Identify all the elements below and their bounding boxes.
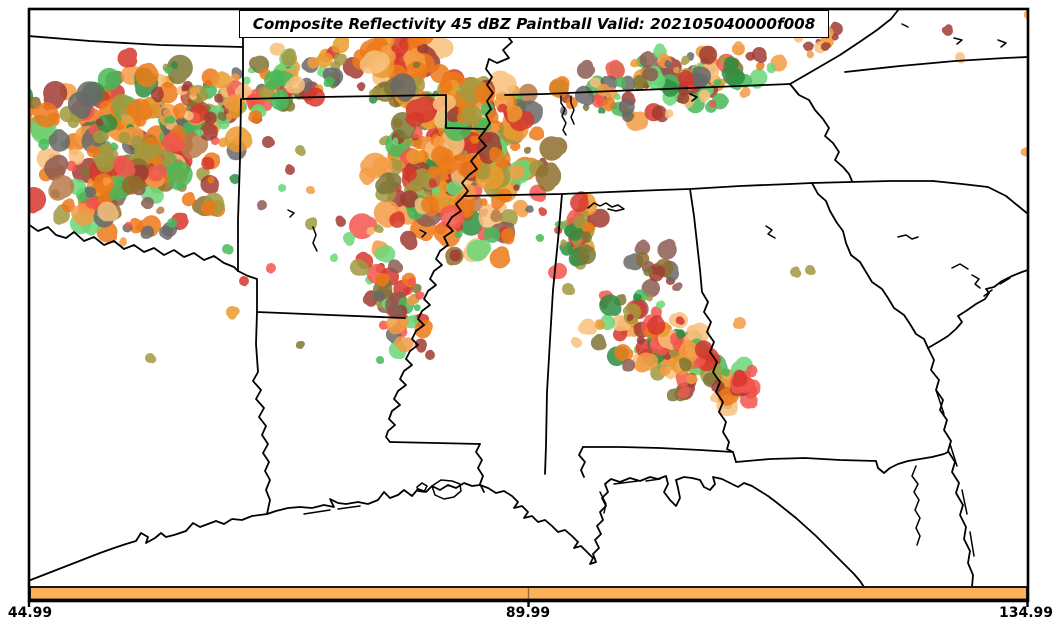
border-tn-nc — [789, 83, 853, 182]
chattahoochee-river — [689, 188, 734, 453]
sc-atlantic-coast — [927, 269, 1027, 349]
border-ar-la — [256, 311, 406, 319]
border-al-fl — [582, 446, 737, 463]
st-johns-river — [911, 465, 921, 546]
x-tick-label-right: 134.99 — [998, 605, 1054, 621]
border-ky-tn — [504, 83, 791, 96]
pearl-river — [475, 443, 485, 493]
border-ks-ok — [29, 35, 244, 48]
border-ok-ar — [237, 98, 242, 272]
paintball-layer — [29, 9, 1027, 417]
border-ms-al — [544, 193, 563, 475]
x-axis-ticks — [27, 601, 1029, 607]
border-fl-ga — [735, 451, 949, 474]
title-box: Composite Reflectivity 45 dBZ Paintball … — [239, 10, 829, 38]
perdido-river — [578, 446, 586, 478]
border-va-nc — [844, 56, 1027, 73]
gulf-coastline — [29, 475, 865, 586]
border-mo-ar — [242, 94, 487, 130]
x-tick-label-left: 44.99 — [7, 605, 53, 621]
barrier-islands — [303, 277, 1011, 557]
x-tick-label-center: 89.99 — [505, 605, 551, 621]
lakes — [287, 23, 1007, 500]
state-borders — [29, 9, 1027, 586]
border-la-ms — [389, 441, 481, 445]
plot-title: Composite Reflectivity 45 dBZ Paintball … — [252, 15, 816, 33]
red-river — [29, 223, 239, 272]
border-ky-va — [789, 9, 900, 85]
savannah-river — [811, 182, 929, 349]
border-nc-sc — [932, 180, 1027, 215]
border-tx-ar-la — [237, 270, 271, 515]
mississippi-river — [385, 128, 487, 443]
border-lat35 — [463, 180, 934, 197]
